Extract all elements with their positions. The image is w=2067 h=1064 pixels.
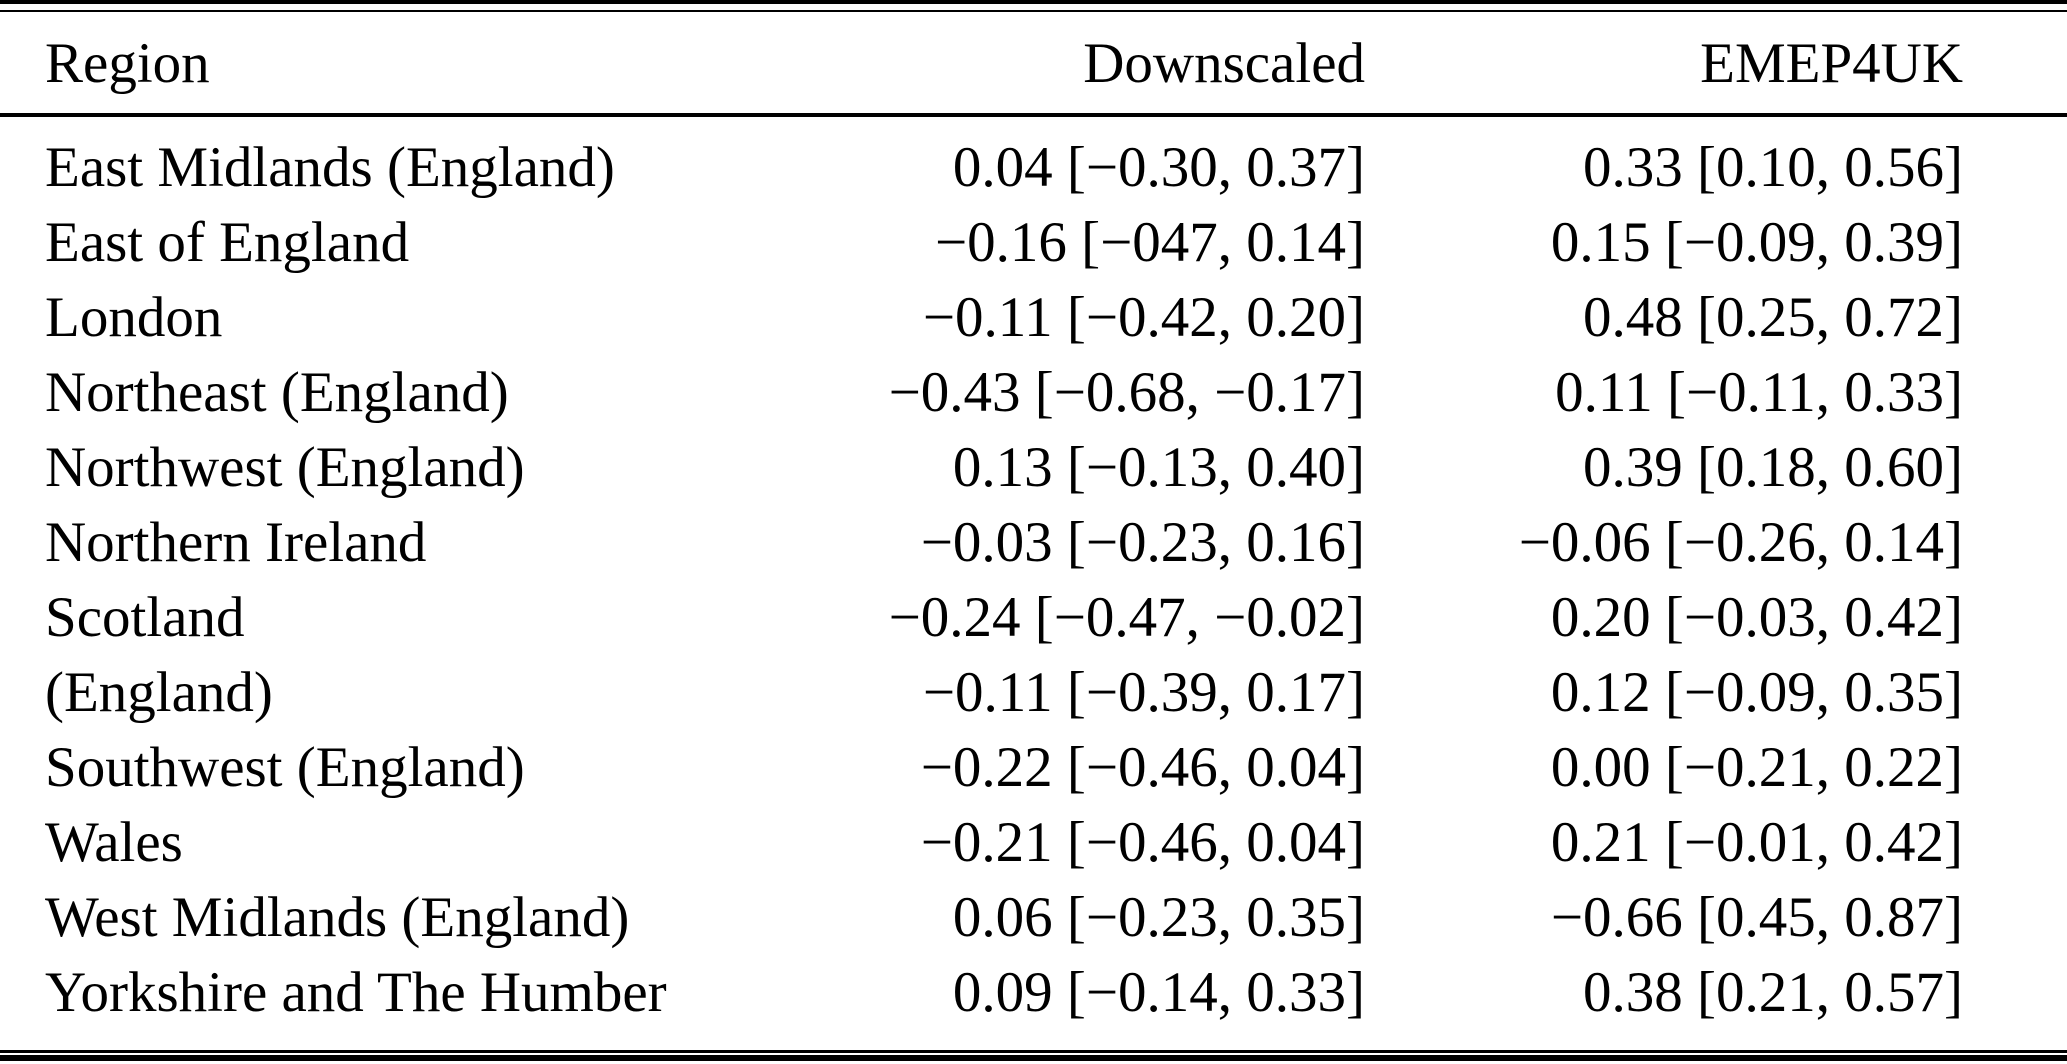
region-cell: Wales <box>45 811 183 874</box>
downscaled-cell: 0.06 [−0.23, 0.35] <box>952 886 1365 949</box>
table-row: East of England −0.16 [−047, 0.14] 0.15 … <box>0 205 2067 280</box>
emep4uk-cell: 0.11 [−0.11, 0.33] <box>1555 361 1963 424</box>
region-cell: West Midlands (England) <box>45 886 630 949</box>
downscaled-cell: 0.09 [−0.14, 0.33] <box>952 961 1365 1024</box>
column-header-downscaled: Downscaled <box>820 12 1420 117</box>
downscaled-cell: 0.13 [−0.13, 0.40] <box>952 436 1365 499</box>
table-row: East Midlands (England) 0.04 [−0.30, 0.3… <box>0 115 2067 205</box>
downscaled-cell: −0.24 [−0.47, −0.02] <box>888 586 1365 649</box>
table-top-rule-thin <box>0 10 2067 12</box>
table-row: Northeast (England) −0.43 [−0.68, −0.17]… <box>0 355 2067 430</box>
region-cell: London <box>45 286 223 349</box>
emep4uk-cell: 0.38 [0.21, 0.57] <box>1583 961 1963 1024</box>
column-header-emep4uk: EMEP4UK <box>1420 12 2067 117</box>
emep4uk-cell: 0.20 [−0.03, 0.42] <box>1550 586 1963 649</box>
table-row: Scotland −0.24 [−0.47, −0.02] 0.20 [−0.0… <box>0 580 2067 655</box>
downscaled-cell: −0.03 [−0.23, 0.16] <box>920 511 1365 574</box>
downscaled-cell: −0.11 [−0.42, 0.20] <box>922 286 1365 349</box>
emep4uk-cell: 0.12 [−0.09, 0.35] <box>1550 661 1963 724</box>
table-row: London −0.11 [−0.42, 0.20] 0.48 [0.25, 0… <box>0 280 2067 355</box>
region-cell: Southwest (England) <box>45 736 525 799</box>
table-row: Southwest (England) −0.22 [−0.46, 0.04] … <box>0 730 2067 805</box>
downscaled-cell: −0.21 [−0.46, 0.04] <box>920 811 1365 874</box>
table-bottom-rule-thin <box>0 1050 2067 1053</box>
emep4uk-cell: −0.06 [−0.26, 0.14] <box>1518 511 1963 574</box>
table-body: East Midlands (England) 0.04 [−0.30, 0.3… <box>0 115 2067 1050</box>
emep4uk-cell: 0.33 [0.10, 0.56] <box>1583 136 1963 199</box>
region-cell: Northern Ireland <box>45 511 427 574</box>
region-cell: Northwest (England) <box>45 436 525 499</box>
region-cell: East of England <box>45 211 410 274</box>
table-row: Wales −0.21 [−0.46, 0.04] 0.21 [−0.01, 0… <box>0 805 2067 880</box>
table-row: Yorkshire and The Humber 0.09 [−0.14, 0.… <box>0 955 2067 1050</box>
emep4uk-cell: 0.48 [0.25, 0.72] <box>1583 286 1963 349</box>
region-cell: Northeast (England) <box>45 361 509 424</box>
table-row: Northwest (England) 0.13 [−0.13, 0.40] 0… <box>0 430 2067 505</box>
emep4uk-cell: −0.66 [0.45, 0.87] <box>1550 886 1963 949</box>
emep4uk-cell: 0.21 [−0.01, 0.42] <box>1550 811 1963 874</box>
region-cell: (England) <box>45 661 273 724</box>
region-cell: East Midlands (England) <box>45 136 615 199</box>
header-row: Region Downscaled EMEP4UK <box>0 12 2067 117</box>
regional-comparison-table: Region Downscaled EMEP4UK East Midlands … <box>0 12 2067 1050</box>
table-row: West Midlands (England) 0.06 [−0.23, 0.3… <box>0 880 2067 955</box>
table-header: Region Downscaled EMEP4UK <box>0 12 2067 117</box>
region-cell: Yorkshire and The Humber <box>45 961 667 1024</box>
downscaled-cell: −0.16 [−047, 0.14] <box>934 211 1365 274</box>
table-bottom-rule-thick <box>0 1055 2067 1061</box>
downscaled-cell: −0.11 [−0.39, 0.17] <box>922 661 1365 724</box>
table-row: (England) −0.11 [−0.39, 0.17] 0.12 [−0.0… <box>0 655 2067 730</box>
emep4uk-cell: 0.15 [−0.09, 0.39] <box>1550 211 1963 274</box>
downscaled-cell: −0.43 [−0.68, −0.17] <box>888 361 1365 424</box>
column-header-region: Region <box>0 12 820 117</box>
downscaled-cell: −0.22 [−0.46, 0.04] <box>920 736 1365 799</box>
table-top-rule-thick <box>0 0 2067 4</box>
emep4uk-cell: 0.00 [−0.21, 0.22] <box>1550 736 1963 799</box>
downscaled-cell: 0.04 [−0.30, 0.37] <box>952 136 1365 199</box>
region-cell: Scotland <box>45 586 245 649</box>
emep4uk-cell: 0.39 [0.18, 0.60] <box>1583 436 1963 499</box>
table-row: Northern Ireland −0.03 [−0.23, 0.16] −0.… <box>0 505 2067 580</box>
